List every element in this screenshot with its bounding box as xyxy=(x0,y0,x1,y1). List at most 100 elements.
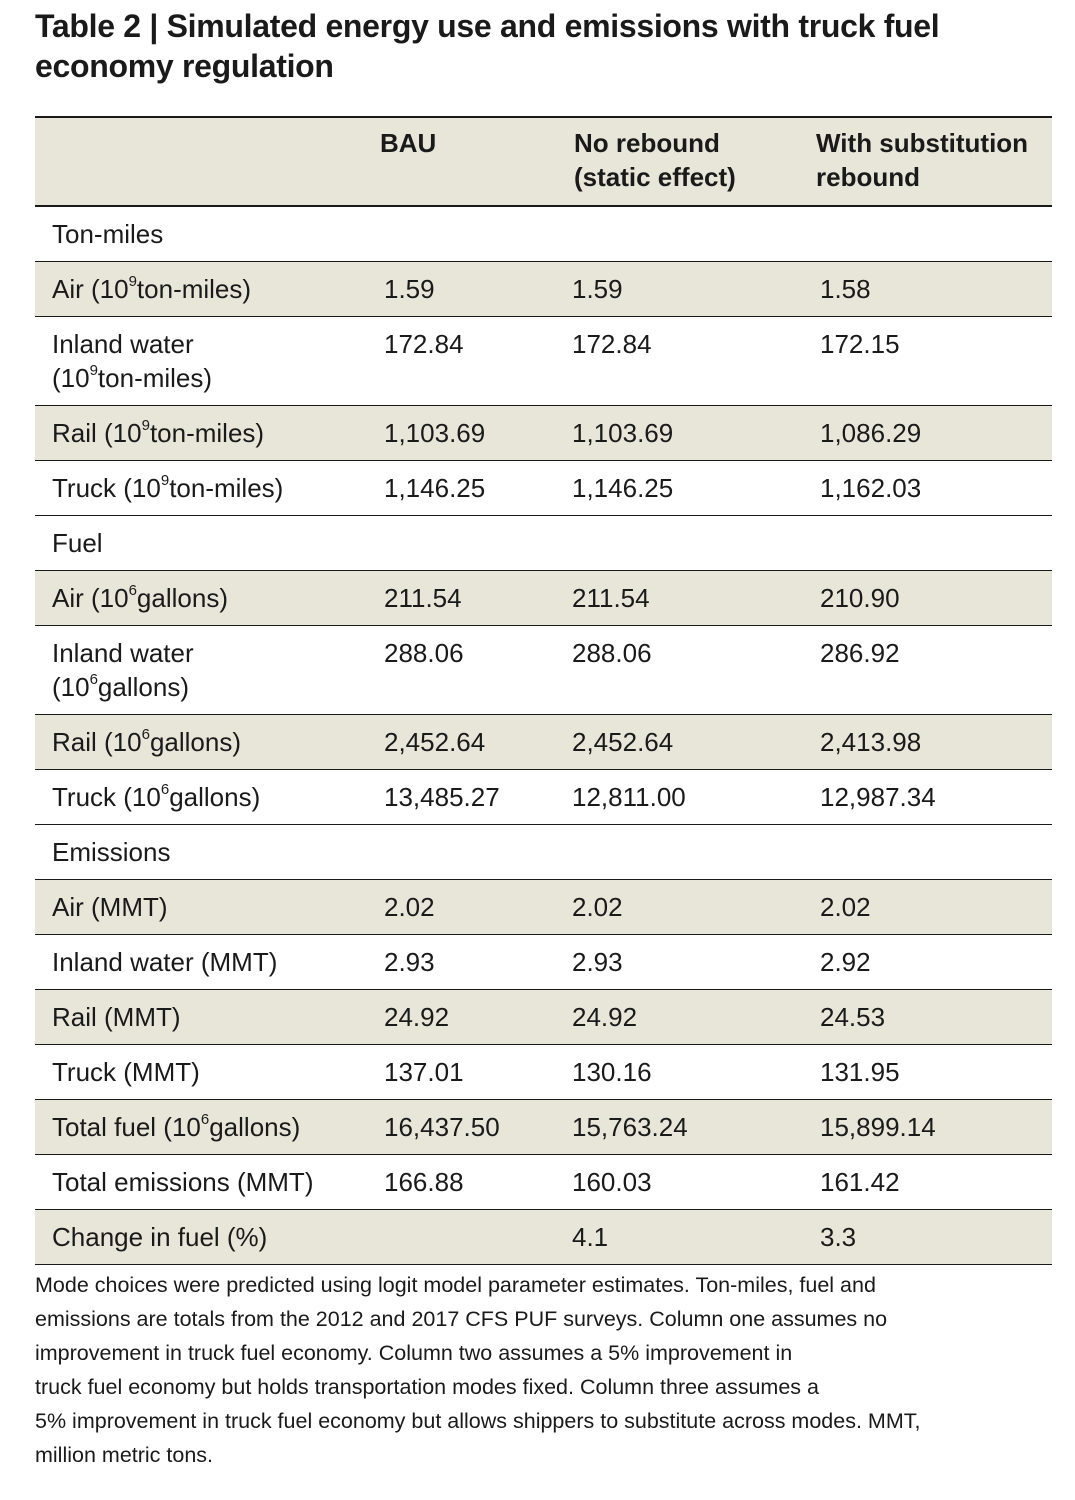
row-label-text: Inland water xyxy=(52,328,194,359)
row-label-text: Air (10 xyxy=(52,582,129,613)
row-label-text: Total fuel (10 xyxy=(52,1111,201,1142)
table-row: Air (MMT) 2.02 2.02 2.02 xyxy=(35,879,1052,934)
substitution-rebound-value: 286.92 xyxy=(820,637,900,668)
row-label-text: gallons) xyxy=(209,1111,301,1142)
substitution-rebound-value: 210.90 xyxy=(820,582,900,613)
bau-value: 166.88 xyxy=(384,1166,464,1197)
section-label: Fuel xyxy=(52,527,103,558)
substitution-rebound-value: 2.92 xyxy=(820,946,871,977)
bau-value: 13,485.27 xyxy=(384,781,500,812)
row-label-exponent: 6 xyxy=(141,725,150,743)
table-row: Truck (109ton-miles) 1,146.25 1,146.25 1,16… xyxy=(35,460,1052,515)
row-label-text: Air (10 xyxy=(52,273,129,304)
row-label-text: gallons) xyxy=(169,781,261,812)
no-rebound-value: 4.1 xyxy=(572,1221,609,1252)
table-row: Truck (106gallons) 13,485.27 12,811.00 12,9… xyxy=(35,769,1052,824)
row-label: Rail (106gallons) xyxy=(35,714,367,769)
footnote-line: 5% improvement in truck fuel economy but… xyxy=(35,1409,921,1433)
row-label: Total emissions (MMT) xyxy=(35,1154,367,1209)
bau-value: 2.93 xyxy=(384,946,435,977)
bau-value: 16,437.50 xyxy=(384,1111,500,1142)
row-label-text: ton-miles) xyxy=(97,362,213,393)
row-label-text: (10 xyxy=(52,671,90,702)
table-footnote: Mode choices were predicted using logit … xyxy=(35,1268,1055,1472)
row-label-exponent: 6 xyxy=(160,780,170,798)
no-rebound-value: 160.03 xyxy=(572,1166,652,1197)
bau-value: 24.92 xyxy=(384,1001,450,1032)
row-label-exponent: 9 xyxy=(128,272,137,290)
table-row: Rail (109ton-miles) 1,103.69 1,103.69 1,086… xyxy=(35,405,1052,460)
substitution-rebound-value: 2.02 xyxy=(820,891,871,922)
results-table: BAU No rebound (static effect) With subst… xyxy=(35,116,1052,1265)
table-row: Air (109ton-miles) 1.59 1.59 1.58 xyxy=(35,261,1052,316)
section-row: Fuel xyxy=(35,515,1052,570)
row-label-exponent: 9 xyxy=(160,471,170,489)
bau-value: 1,103.69 xyxy=(384,417,486,448)
bau-value: 1,146.25 xyxy=(384,472,486,503)
row-label-text: Rail (MMT) xyxy=(52,1001,181,1032)
row-label: Rail (109ton-miles) xyxy=(35,405,367,460)
no-rebound-value: 130.16 xyxy=(572,1056,652,1087)
footnote-line: million metric tons. xyxy=(35,1443,214,1467)
bau-value xyxy=(367,1209,561,1264)
substitution-rebound-value: 172.15 xyxy=(820,328,900,359)
row-label-text: Change in fuel (%) xyxy=(52,1221,268,1252)
row-label-exponent: 6 xyxy=(128,581,137,599)
no-rebound-value: 12,811.00 xyxy=(572,781,686,812)
table-row: Total fuel (106gallons) 16,437.50 15,763.2… xyxy=(35,1099,1052,1154)
substitution-rebound-value: 24.53 xyxy=(820,1001,886,1032)
substitution-rebound-value: 15,899.14 xyxy=(820,1111,936,1142)
no-rebound-value: 1,146.25 xyxy=(572,472,674,503)
row-label-text: Inland water xyxy=(52,637,194,668)
row-label-exponent: 6 xyxy=(200,1110,210,1128)
no-rebound-value: 172.84 xyxy=(572,328,652,359)
row-label: Inland water (MMT) xyxy=(35,934,367,989)
table-row: Inland water (109ton-miles) 172.84 172.84 17… xyxy=(35,316,1052,405)
no-rebound-value: 1,103.69 xyxy=(572,417,674,448)
section-row: Emissions xyxy=(35,824,1052,879)
row-label-text: gallons) xyxy=(97,671,189,702)
row-label-text: Truck (10 xyxy=(52,781,161,812)
section-label: Emissions xyxy=(52,836,171,867)
bau-value: 1.59 xyxy=(384,273,435,304)
table-row: Truck (MMT) 137.01 130.16 131.95 xyxy=(35,1044,1052,1099)
no-rebound-value: 211.54 xyxy=(572,582,650,613)
no-rebound-value: 288.06 xyxy=(572,637,652,668)
row-label: Truck (MMT) xyxy=(35,1044,367,1099)
row-label-text: ton-miles) xyxy=(169,472,284,503)
row-label-text: Rail (10 xyxy=(52,417,142,448)
header-no-rebound-line2: (static effect) xyxy=(574,162,736,192)
row-label: Total fuel (106gallons) xyxy=(35,1099,367,1154)
table-title: Table 2 | Simulated energy use and emiss… xyxy=(35,8,940,84)
bau-value: 137.01 xyxy=(384,1056,464,1087)
table-row: Change in fuel (%) 4.1 3.3 xyxy=(35,1209,1052,1264)
bau-value: 2.02 xyxy=(384,891,435,922)
header-substitution-line2: rebound xyxy=(816,162,920,192)
no-rebound-value: 1.59 xyxy=(572,273,623,304)
row-label-text: Truck (MMT) xyxy=(52,1056,200,1087)
table-row: Total emissions (MMT) 166.88 160.03 161.42 xyxy=(35,1154,1052,1209)
row-label: Truck (106gallons) xyxy=(35,769,367,824)
row-label: Air (106gallons) xyxy=(35,570,367,625)
substitution-rebound-value: 131.95 xyxy=(820,1056,900,1087)
row-label-exponent: 9 xyxy=(141,416,150,434)
footnote-line: Mode choices were predicted using logit … xyxy=(35,1273,876,1297)
bau-value: 172.84 xyxy=(384,328,464,359)
substitution-rebound-value: 1,162.03 xyxy=(820,472,922,503)
footnote-line: improvement in truck fuel economy. Colum… xyxy=(35,1341,793,1365)
bau-value: 211.54 xyxy=(384,582,462,613)
row-label-text: Truck (10 xyxy=(52,472,161,503)
table-row: Rail (MMT) 24.92 24.92 24.53 xyxy=(35,989,1052,1044)
row-label: Rail (MMT) xyxy=(35,989,367,1044)
substitution-rebound-value: 2,413.98 xyxy=(820,726,922,757)
footnote-line: truck fuel economy but holds transportat… xyxy=(35,1375,819,1399)
row-label: Air (MMT) xyxy=(35,879,367,934)
header-substitution-line1: With substitution xyxy=(816,128,1029,158)
section-row: Ton-miles xyxy=(35,206,1052,261)
table-row: Inland water (106gallons) 288.06 288.06 286.… xyxy=(35,625,1052,714)
row-label-exponent: 6 xyxy=(89,670,98,688)
no-rebound-value: 2,452.64 xyxy=(572,726,674,757)
row-label-text: (10 xyxy=(52,362,90,393)
bau-value: 288.06 xyxy=(384,637,464,668)
header-no-rebound-line1: No rebound xyxy=(574,128,720,158)
